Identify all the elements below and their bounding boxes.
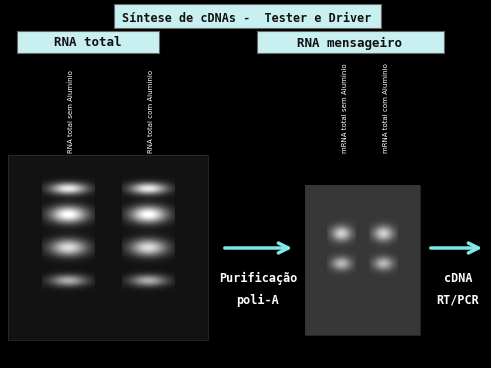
FancyBboxPatch shape (17, 31, 159, 53)
Bar (8, 155, 208, 340)
Text: RNA mensageiro: RNA mensageiro (298, 36, 403, 50)
Bar (305, 185, 420, 335)
Text: cDNA: cDNA (444, 272, 472, 284)
Text: RNA total com Alumínio: RNA total com Alumínio (148, 70, 154, 153)
Text: RNA total sem Alumínio: RNA total sem Alumínio (68, 70, 74, 153)
Text: mRNA total com Alumínio: mRNA total com Alumínio (383, 63, 389, 153)
Text: poli-A: poli-A (237, 293, 279, 307)
FancyBboxPatch shape (257, 31, 444, 53)
Text: mRNA total sem Alumínio: mRNA total sem Alumínio (342, 63, 348, 153)
FancyBboxPatch shape (114, 4, 381, 28)
Text: RT/PCR: RT/PCR (436, 294, 479, 307)
Text: Purificação: Purificação (219, 272, 297, 284)
Text: RNA total: RNA total (54, 36, 122, 50)
Text: Síntese de cDNAs -  Tester e Driver: Síntese de cDNAs - Tester e Driver (122, 11, 372, 25)
